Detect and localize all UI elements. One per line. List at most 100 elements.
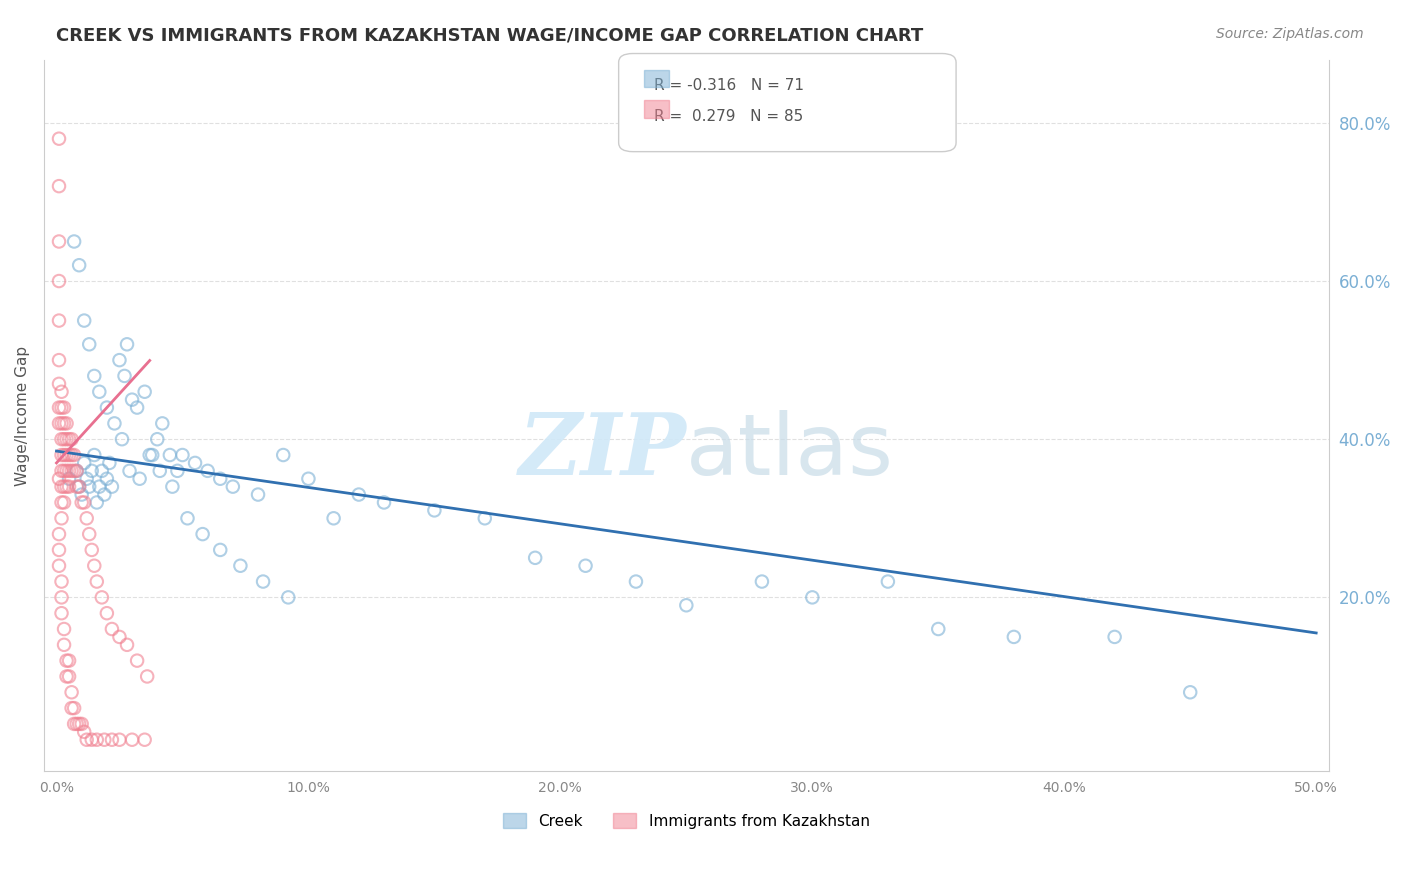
Point bbox=[66, 480, 89, 494]
Point bbox=[51, 480, 73, 494]
Point bbox=[63, 717, 86, 731]
Point bbox=[58, 448, 80, 462]
Point bbox=[96, 401, 118, 415]
Point bbox=[51, 401, 73, 415]
Point bbox=[51, 432, 73, 446]
Point bbox=[66, 464, 89, 478]
Point bbox=[209, 543, 232, 558]
Point bbox=[66, 717, 89, 731]
Point bbox=[55, 654, 77, 668]
Point bbox=[70, 495, 93, 509]
Point bbox=[76, 732, 98, 747]
Point bbox=[53, 432, 76, 446]
Point bbox=[101, 480, 124, 494]
Point bbox=[51, 448, 73, 462]
Point bbox=[73, 724, 96, 739]
Point bbox=[80, 543, 103, 558]
Point bbox=[48, 417, 70, 431]
Point bbox=[89, 480, 111, 494]
Point bbox=[67, 717, 90, 731]
Point bbox=[474, 511, 496, 525]
Point bbox=[115, 638, 138, 652]
Point bbox=[60, 448, 83, 462]
Point bbox=[70, 717, 93, 731]
Point bbox=[624, 574, 647, 589]
Point bbox=[751, 574, 773, 589]
Point bbox=[48, 558, 70, 573]
Text: R =  0.279   N = 85: R = 0.279 N = 85 bbox=[654, 109, 803, 124]
Point bbox=[51, 511, 73, 525]
Point bbox=[48, 527, 70, 541]
Point bbox=[927, 622, 949, 636]
Point bbox=[48, 274, 70, 288]
Point bbox=[118, 464, 141, 478]
Point bbox=[209, 472, 232, 486]
Point bbox=[101, 732, 124, 747]
Point bbox=[67, 480, 90, 494]
Point bbox=[73, 456, 96, 470]
Point bbox=[101, 622, 124, 636]
Point bbox=[51, 606, 73, 620]
Point bbox=[108, 353, 131, 368]
Point bbox=[51, 417, 73, 431]
Point bbox=[66, 464, 89, 478]
Point bbox=[222, 480, 245, 494]
Point bbox=[373, 495, 395, 509]
Point bbox=[146, 432, 169, 446]
Point bbox=[80, 464, 103, 478]
Point bbox=[111, 432, 134, 446]
Point bbox=[96, 472, 118, 486]
Point bbox=[127, 654, 149, 668]
Point bbox=[86, 495, 108, 509]
Point bbox=[166, 464, 188, 478]
Point bbox=[114, 368, 136, 383]
Point bbox=[53, 417, 76, 431]
Point bbox=[121, 392, 143, 407]
Point bbox=[271, 448, 294, 462]
Point bbox=[93, 487, 115, 501]
Point bbox=[48, 313, 70, 327]
Point bbox=[138, 448, 160, 462]
Point bbox=[77, 337, 100, 351]
Point bbox=[96, 606, 118, 620]
Point bbox=[51, 591, 73, 605]
Point bbox=[58, 472, 80, 486]
Point bbox=[48, 472, 70, 486]
Point bbox=[184, 456, 207, 470]
Point bbox=[247, 487, 270, 501]
Point bbox=[60, 464, 83, 478]
Point bbox=[675, 599, 697, 613]
Point bbox=[58, 464, 80, 478]
Point bbox=[347, 487, 370, 501]
Point bbox=[136, 669, 159, 683]
Point bbox=[51, 495, 73, 509]
Point bbox=[197, 464, 219, 478]
Point bbox=[103, 417, 125, 431]
Point bbox=[53, 638, 76, 652]
Point bbox=[90, 464, 112, 478]
Point bbox=[76, 511, 98, 525]
Point bbox=[86, 574, 108, 589]
Text: atlas: atlas bbox=[686, 409, 894, 492]
Text: CREEK VS IMMIGRANTS FROM KAZAKHSTAN WAGE/INCOME GAP CORRELATION CHART: CREEK VS IMMIGRANTS FROM KAZAKHSTAN WAGE… bbox=[56, 27, 924, 45]
Point bbox=[108, 732, 131, 747]
Point bbox=[297, 472, 319, 486]
Point bbox=[58, 654, 80, 668]
Point bbox=[134, 384, 156, 399]
Point bbox=[115, 337, 138, 351]
Point bbox=[159, 448, 181, 462]
Point bbox=[53, 464, 76, 478]
Point bbox=[83, 448, 105, 462]
Point bbox=[80, 732, 103, 747]
Point bbox=[48, 543, 70, 558]
Point bbox=[141, 448, 163, 462]
Point bbox=[53, 448, 76, 462]
Point bbox=[252, 574, 274, 589]
Point bbox=[83, 368, 105, 383]
Point bbox=[93, 732, 115, 747]
Point bbox=[77, 480, 100, 494]
Point bbox=[524, 550, 547, 565]
Point bbox=[55, 669, 77, 683]
Point bbox=[149, 464, 172, 478]
Point bbox=[876, 574, 898, 589]
